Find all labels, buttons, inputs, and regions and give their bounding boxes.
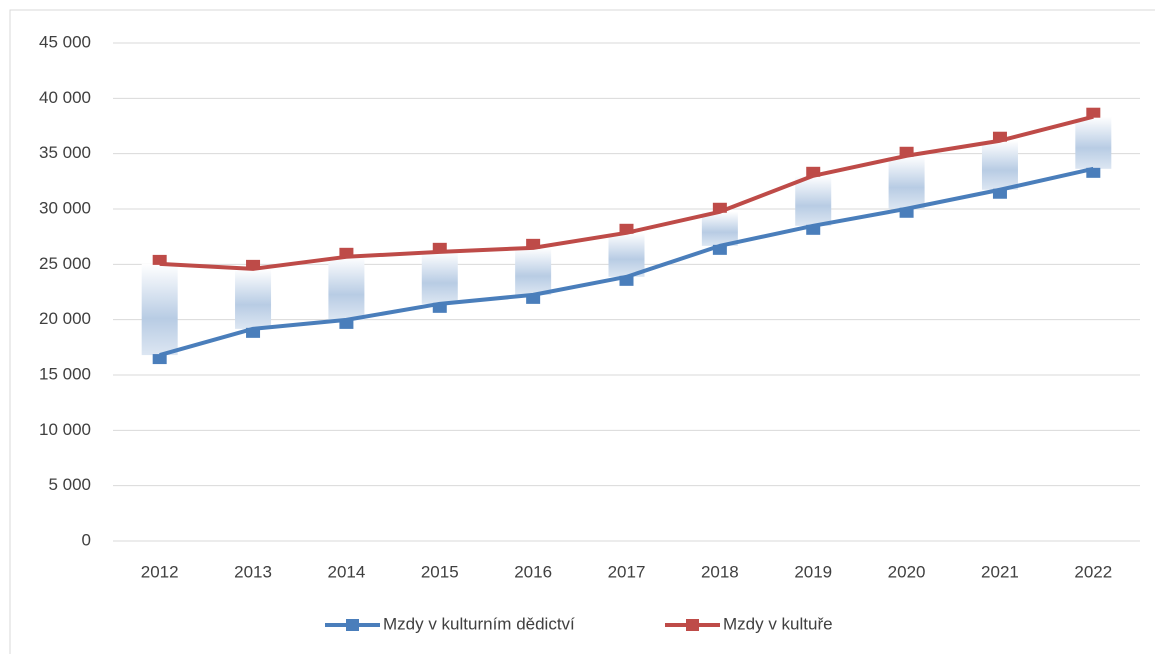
legend-label: Mzdy v kulturním dědictví [383, 614, 575, 633]
legend-marker [346, 619, 359, 631]
marker [899, 146, 914, 157]
legend-marker [686, 619, 699, 631]
marker [152, 254, 167, 265]
marker [526, 238, 541, 249]
x-tick-label: 2019 [794, 562, 832, 581]
x-tick-label: 2021 [981, 562, 1019, 581]
marker [992, 188, 1007, 199]
marker [246, 327, 261, 338]
x-tick-label: 2022 [1074, 562, 1112, 581]
marker [712, 244, 727, 255]
up-down-bar [1075, 116, 1112, 169]
x-tick-label: 2020 [888, 562, 926, 581]
legend-label: Mzdy v kultuře [723, 614, 833, 633]
marker [339, 247, 354, 258]
up-down-bar [981, 140, 1018, 190]
x-tick-label: 2018 [701, 562, 739, 581]
y-tick-label: 0 [82, 530, 91, 549]
y-tick-label: 5 000 [48, 475, 91, 494]
y-tick-label: 45 000 [39, 32, 91, 51]
marker [432, 242, 447, 253]
y-tick-label: 10 000 [39, 420, 91, 439]
marker [806, 224, 821, 235]
marker [246, 259, 261, 270]
y-tick-label: 35 000 [39, 143, 91, 162]
x-tick-label: 2013 [234, 562, 272, 581]
up-down-bar [888, 155, 925, 209]
x-tick-label: 2012 [141, 562, 179, 581]
marker [432, 302, 447, 313]
up-down-bar [515, 247, 552, 295]
x-tick-label: 2014 [327, 562, 365, 581]
marker [712, 202, 727, 213]
up-down-bar [235, 268, 272, 329]
up-down-bar [608, 232, 645, 277]
up-down-bar [701, 211, 738, 246]
chart-border [9, 9, 1155, 659]
y-tick-label: 30 000 [39, 198, 91, 217]
y-tick-label: 25 000 [39, 254, 91, 273]
marker [152, 354, 167, 365]
marker [526, 293, 541, 304]
up-down-bar [141, 263, 178, 356]
up-down-bar [421, 251, 458, 304]
marker [339, 318, 354, 329]
y-tick-label: 20 000 [39, 309, 91, 328]
x-tick-label: 2016 [514, 562, 552, 581]
marker [619, 275, 634, 286]
marker [899, 207, 914, 218]
marker [806, 166, 821, 177]
y-tick-label: 15 000 [39, 364, 91, 383]
y-tick-label: 40 000 [39, 88, 91, 107]
marker [992, 131, 1007, 142]
marker [1086, 107, 1101, 118]
up-down-bar [328, 256, 365, 320]
up-down-bar [795, 175, 832, 226]
x-tick-label: 2015 [421, 562, 459, 581]
marker [619, 223, 634, 234]
x-tick-label: 2017 [608, 562, 646, 581]
marker [1086, 167, 1101, 178]
